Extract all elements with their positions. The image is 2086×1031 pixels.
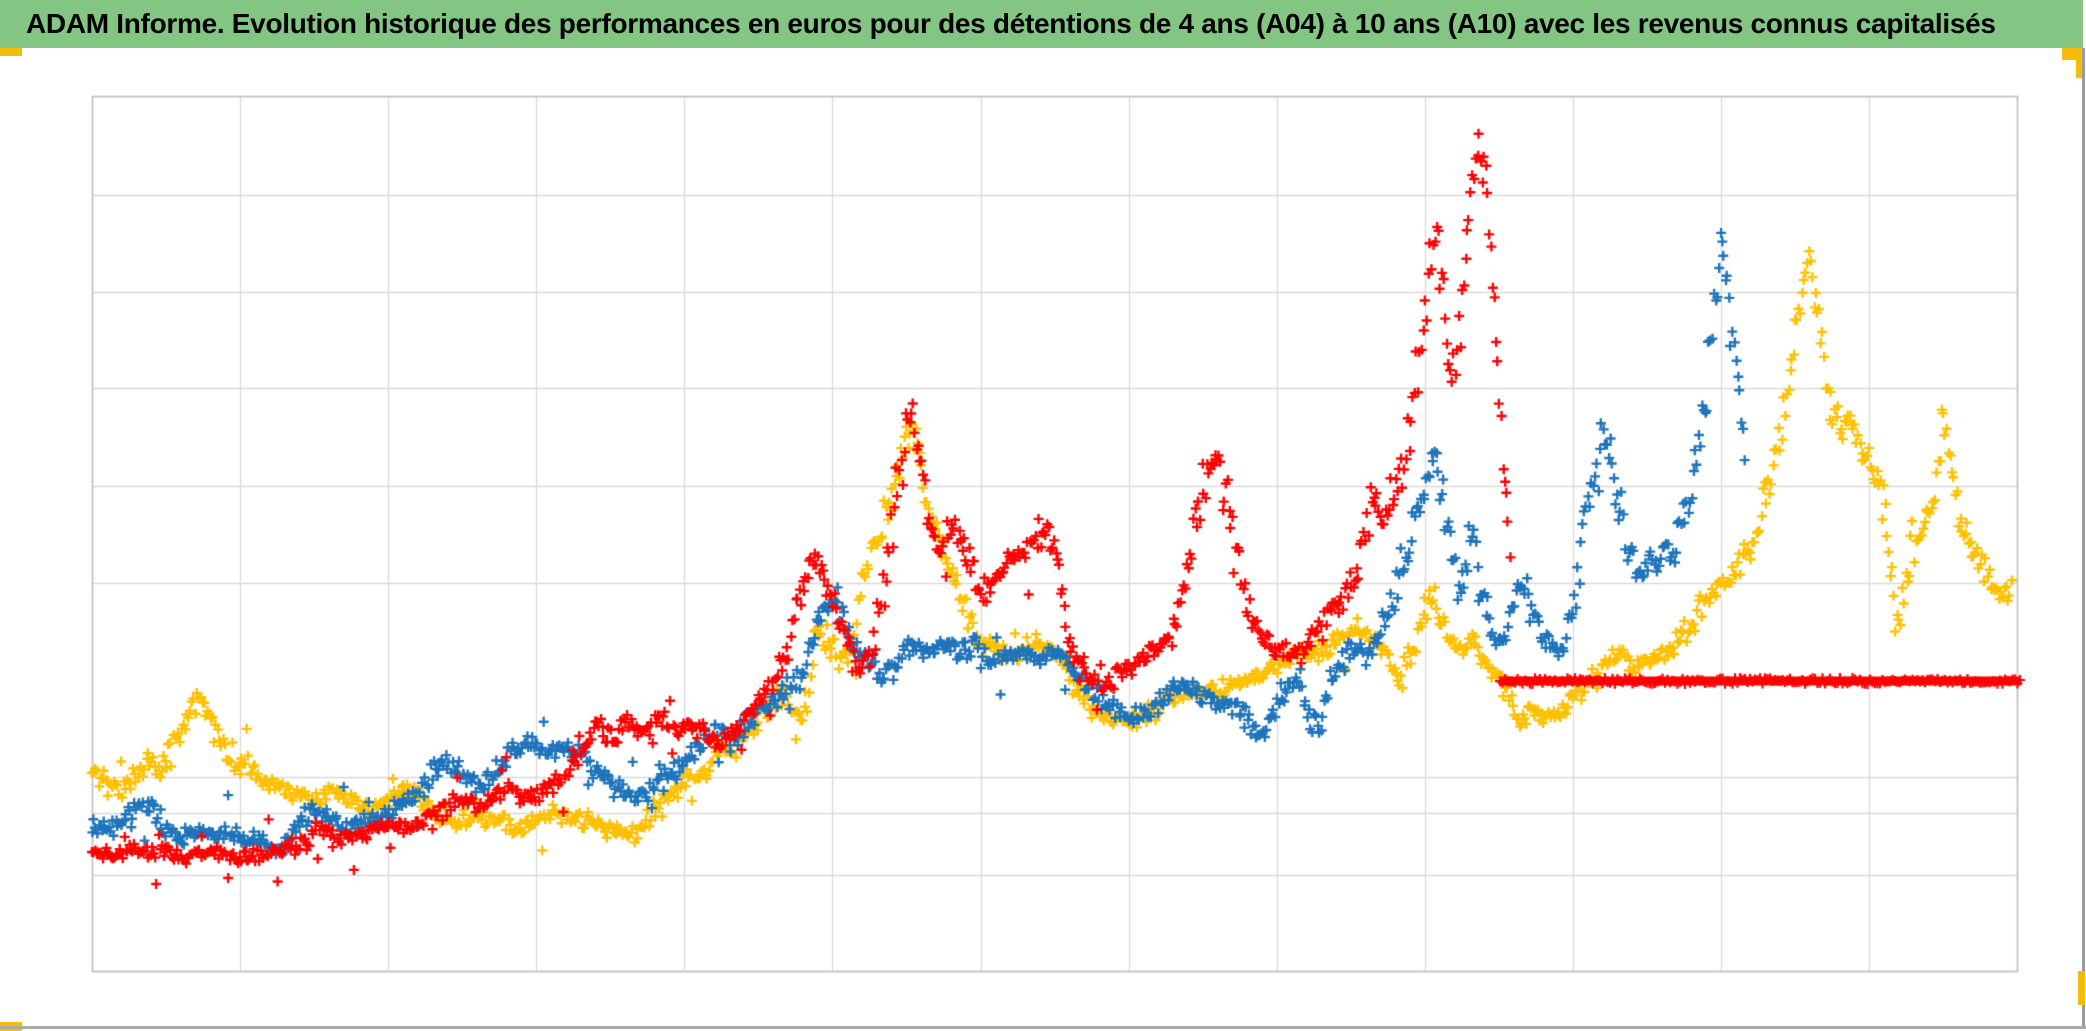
- chart-area: [0, 48, 2086, 1031]
- page-title: ADAM Informe. Evolution historique des p…: [26, 8, 1996, 39]
- chart-canvas: [0, 48, 2086, 1031]
- header-bar: ADAM Informe. Evolution historique des p…: [0, 0, 2083, 48]
